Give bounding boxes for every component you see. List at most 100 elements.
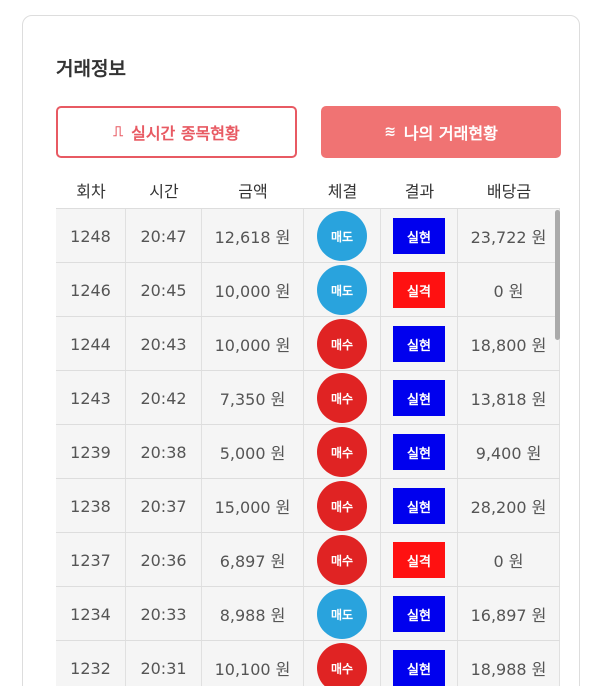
table-row: 1244 20:43 10,000 원 매수 실현 18,800 원 [56, 316, 560, 371]
table-cell: 매도 [304, 587, 381, 641]
cell-text: 18,988 원 [470, 660, 547, 679]
table-cell: 20:36 [126, 533, 202, 587]
table-cell: 1237 [56, 533, 126, 587]
trade-type: 매수 [317, 481, 367, 531]
cell-text: 10,000 원 [214, 336, 291, 355]
tab[interactable]: ⎍ 실시간 종목현황 [56, 106, 297, 158]
table-cell: 1238 [56, 479, 126, 533]
cell-text: 8,988 원 [219, 606, 286, 625]
table-cell: 1244 [56, 317, 126, 371]
cell-text: 6,897 원 [219, 552, 286, 571]
cell-text: 1248 [70, 226, 111, 246]
cell-text: 20:45 [140, 280, 187, 300]
table-row: 1232 20:31 10,100 원 매수 실현 18,988 원 [56, 640, 560, 686]
trade-type: 매수 [317, 319, 367, 369]
cell-text: 10,000 원 [214, 282, 291, 301]
table-cell: 15,000 원 [202, 479, 304, 533]
cell-text: 1246 [70, 280, 111, 300]
table-row: 1239 20:38 5,000 원 매수 실현 9,400 원 [56, 424, 560, 479]
result-badge: 실격 [393, 542, 445, 578]
table-cell: 18,988 원 [458, 641, 560, 686]
table-cell: 6,897 원 [202, 533, 304, 587]
cell-text: 10,100 원 [214, 660, 291, 679]
table-row: 1237 20:36 6,897 원 매수 실격 0 원 [56, 532, 560, 587]
table-cell: 23,722 원 [458, 209, 560, 263]
table-cell: 5,000 원 [202, 425, 304, 479]
table-cell: 실현 [381, 587, 458, 641]
table-cell: 10,000 원 [202, 263, 304, 317]
table-cell: 1234 [56, 587, 126, 641]
table-cell: 실현 [381, 371, 458, 425]
tab[interactable]: ≋ 나의 거래현황 [321, 106, 561, 158]
title: 거래정보 [56, 58, 126, 80]
table-cell: 20:33 [126, 587, 202, 641]
result-badge: 실현 [393, 650, 445, 686]
cell-text: 1237 [70, 550, 111, 570]
cell-text: 7,350 원 [219, 390, 286, 409]
table-cell: 매수 [304, 425, 381, 479]
result-badge: 실현 [393, 380, 445, 416]
cell-text: 20:42 [140, 388, 187, 408]
table-row: 1246 20:45 10,000 원 매도 실격 0 원 [56, 262, 560, 317]
table-cell: 실현 [381, 317, 458, 371]
icon: ⎍ [113, 124, 124, 140]
tab-label: 나의 거래현황 [403, 124, 498, 143]
result-badge: 실현 [393, 218, 445, 254]
column-header: 결과 [404, 182, 435, 201]
cell-text: 20:31 [140, 658, 187, 678]
table-cell: 실현 [381, 641, 458, 686]
table-cell: 실격 [381, 533, 458, 587]
cell-text: 9,400 원 [475, 444, 542, 463]
table-cell: 매수 [304, 641, 381, 686]
cell-text: 1234 [70, 604, 111, 624]
result-badge: 실격 [393, 272, 445, 308]
cell-text: 20:37 [140, 496, 187, 516]
icon: ≋ [384, 124, 396, 140]
table-cell: 13,818 원 [458, 371, 560, 425]
cell-text: 20:33 [140, 604, 187, 624]
result-badge: 실현 [393, 596, 445, 632]
cell-text: 12,618 원 [214, 228, 291, 247]
cell-text: 20:38 [140, 442, 187, 462]
table-cell: 20:37 [126, 479, 202, 533]
table-cell: 28,200 원 [458, 479, 560, 533]
table-cell: 0 원 [458, 263, 560, 317]
trade-type: 매도 [317, 211, 367, 261]
cell-text: 0 원 [493, 282, 524, 301]
table-row: 1243 20:42 7,350 원 매수 실현 13,818 원 [56, 370, 560, 425]
cell-text: 13,818 원 [470, 390, 547, 409]
column-header: 시간 [149, 182, 179, 201]
table-cell: 18,800 원 [458, 317, 560, 371]
table-cell: 실현 [381, 425, 458, 479]
table-cell: 1248 [56, 209, 126, 263]
cell-text: 1232 [70, 658, 111, 678]
table-cell: 0 원 [458, 533, 560, 587]
cell-text: 20:36 [140, 550, 187, 570]
table-cell: 매도 [304, 263, 381, 317]
result-badge: 실현 [393, 326, 445, 362]
cell-text: 5,000 원 [219, 444, 286, 463]
trade-type: 매수 [317, 373, 367, 423]
table-cell: 매수 [304, 317, 381, 371]
table-cell: 20:43 [126, 317, 202, 371]
column-header: 체결 [327, 182, 358, 201]
table-cell: 실현 [381, 479, 458, 533]
table-row: 1238 20:37 15,000 원 매수 실현 28,200 원 [56, 478, 560, 533]
column-header: 배당금 [486, 182, 532, 201]
trade-type: 매도 [317, 589, 367, 639]
cell-text: 16,897 원 [470, 606, 547, 625]
table-cell: 9,400 원 [458, 425, 560, 479]
tab-label: 실시간 종목현황 [131, 124, 240, 143]
trade-type: 매수 [317, 643, 367, 686]
cell-text: 1238 [70, 496, 111, 516]
cell-text: 23,722 원 [470, 228, 547, 247]
cell-text: 15,000 원 [214, 498, 291, 517]
table-cell: 1243 [56, 371, 126, 425]
result-badge: 실현 [393, 488, 445, 524]
cell-text: 20:43 [140, 334, 187, 354]
result-badge: 실현 [393, 434, 445, 470]
scrollbar [555, 210, 560, 340]
table-cell: 1239 [56, 425, 126, 479]
table-cell: 20:47 [126, 209, 202, 263]
